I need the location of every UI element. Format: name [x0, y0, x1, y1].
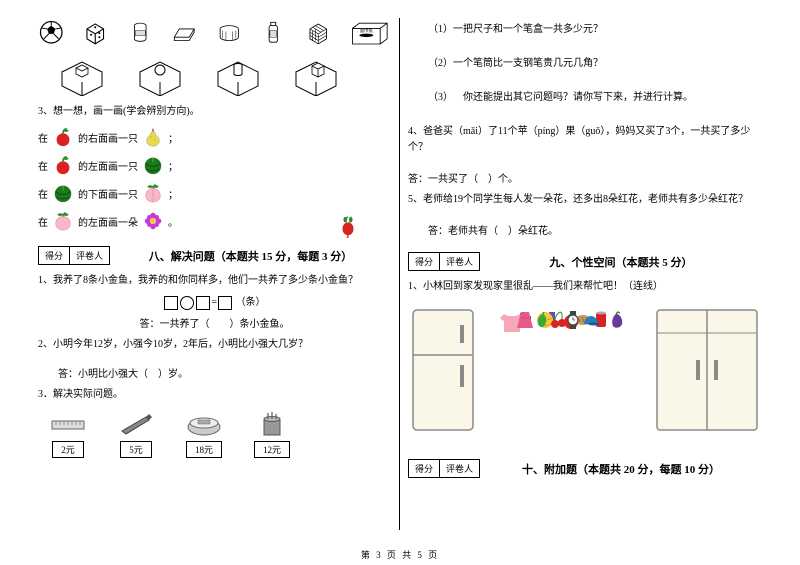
cherry-icon [548, 310, 568, 330]
sec8-equation: = （条） [38, 295, 391, 311]
sec8-q2: 2、小明今年12岁，小强今10岁，2年后，小明比小强大几岁？ [38, 337, 391, 353]
flower-icon [142, 210, 164, 232]
section-9-header: 得分 评卷人 九、个性空间（本题共 5 分） [408, 244, 762, 275]
box-cube-icon [58, 56, 106, 96]
score-label: 得分 [39, 247, 70, 264]
can-icon [127, 18, 153, 46]
page-footer: 第 3 页 共 5 页 [0, 548, 800, 561]
wardrobe-icon [652, 305, 762, 435]
watermelon-icon [52, 182, 74, 204]
rq3: （3） 你还能提出其它问题吗？请你写下来，并进行计算。 [408, 90, 762, 106]
apple-icon [52, 154, 74, 176]
radish-icon [337, 216, 359, 238]
eggplant-icon [608, 310, 628, 330]
tissue-box-icon: 面巾纸 [349, 18, 391, 46]
direction-row-2: 在 的左面画一只 ； [38, 154, 391, 176]
section-8-title: 八、解决问题（本题共 15 分，每题 3 分） [110, 248, 391, 264]
box-cuboid-icon [292, 56, 340, 96]
price-item-pen: 5元 [116, 409, 156, 458]
q3-intro: 3、想一想，画一画(学会辨别方向)。 [38, 104, 391, 120]
rq4: 4、爸爸买（mǎi）了11个苹（píng）果（guǒ），妈妈又买了3个，一共买了… [408, 124, 762, 156]
rubiks-cube-icon [305, 18, 331, 46]
rq1: （1）一把尺子和一个笔盒一共多少元？ [408, 22, 762, 38]
score-box: 得分 评卷人 [38, 246, 110, 265]
rq3-text: 你还能提出其它问题吗？请你写下来，并进行计算。 [463, 92, 693, 103]
left-column: 面巾纸 3、想一想，画一画(学会辨别方向)。 在 的右面画一只 [30, 18, 400, 530]
box-sphere-icon [136, 56, 184, 96]
price-row: 2元 5元 18元 12元 [38, 409, 391, 458]
section-9-title: 九、个性空间（本题共 5 分） [480, 254, 762, 270]
dir-tail: ； [168, 186, 178, 201]
sec8-q1: 1、我养了8条小金鱼，我养的和你同样多，他们一共养了多少条小金鱼？ [38, 273, 391, 289]
dir-prefix: 在 [38, 186, 48, 201]
direction-row-1: 在 的右面画一只 ； [38, 126, 391, 148]
grader-label: 评卷人 [70, 247, 109, 264]
pen-holder-icon [252, 409, 292, 439]
price-tag: 2元 [52, 441, 84, 458]
price-item-penholder: 12元 [252, 409, 292, 458]
score-box: 得分 评卷人 [408, 252, 480, 271]
peach-icon [52, 210, 74, 232]
drum-icon [216, 18, 242, 46]
price-tag: 12元 [254, 441, 290, 458]
grader-label: 评卷人 [440, 460, 479, 477]
cabinet-scene [408, 305, 762, 445]
dir-tail: ； [168, 158, 178, 173]
section-10-title: 十、附加题（本题共 20 分，每题 10 分） [480, 461, 762, 477]
object-row: 面巾纸 [38, 18, 391, 46]
right-column: （1）一把尺子和一个笔盒一共多少元？ （2）一个笔筒比一支钢笔贵几元几角？ （3… [400, 18, 770, 530]
dir-text: 的左面画一只 [78, 158, 138, 173]
sec8-q2-ans: 答：小明比小强大（ ）岁。 [38, 367, 391, 383]
score-box: 得分 评卷人 [408, 459, 480, 478]
soccer-ball-icon [38, 18, 64, 46]
pencil-case-icon [184, 409, 224, 439]
price-item-pencilcase: 18元 [184, 409, 224, 458]
rq5-ans: 答：老师共有（ ）朵红花。 [408, 224, 762, 240]
dir-tail: ； [168, 130, 178, 145]
score-label: 得分 [409, 460, 440, 477]
pen-icon [116, 409, 156, 439]
section-8-header: 得分 评卷人 八、解决问题（本题共 15 分，每题 3 分） [38, 238, 391, 269]
dir-text: 的左面画一朵 [78, 214, 138, 229]
fridge-icon [408, 305, 478, 435]
sec8-q3: 3．解决实际问题。 [38, 387, 391, 403]
perspective-boxes [38, 56, 391, 96]
apple-icon [52, 126, 74, 148]
dir-text: 的右面画一只 [78, 130, 138, 145]
eq-tail: （条） [236, 297, 266, 308]
dir-text: 的下面画一只 [78, 186, 138, 201]
direction-row-3: 在 的下面画一只 ； [38, 182, 391, 204]
price-tag: 18元 [186, 441, 222, 458]
section-10-header: 得分 评卷人 十、附加题（本题共 20 分，每题 10 分） [408, 451, 762, 482]
rq4-ans: 答：一共买了（ ）个。 [408, 172, 762, 188]
dir-tail: 。 [168, 214, 178, 229]
rq3-num: （3） [428, 92, 453, 103]
peach-icon [142, 182, 164, 204]
price-item-ruler: 2元 [48, 409, 88, 458]
price-tag: 5元 [120, 441, 152, 458]
dir-prefix: 在 [38, 158, 48, 173]
dir-prefix: 在 [38, 130, 48, 145]
cap-icon [581, 310, 601, 330]
scattered-items [493, 310, 643, 430]
rq5: 5、老师给19个同学生每人发一朵花，还多出8朵红花，老师共有多少朵红花？ [408, 192, 762, 208]
skirt-icon [513, 310, 537, 330]
dir-prefix: 在 [38, 214, 48, 229]
rq2: （2）一个笔筒比一支钢笔贵几元几角？ [408, 56, 762, 72]
box-cylinder-icon [214, 56, 262, 96]
sec8-q1-ans: 答：一共养了（ ）条小金鱼。 [38, 317, 391, 333]
svg-text:面巾纸: 面巾纸 [360, 27, 374, 34]
watermelon-icon [142, 154, 164, 176]
dice-icon [82, 18, 108, 46]
eraser-icon [171, 18, 197, 46]
pear-icon [142, 126, 164, 148]
grader-label: 评卷人 [440, 253, 479, 270]
sec9-q1: 1、小林回到家发现家里很乱——我们来帮忙吧！（连线） [408, 279, 762, 295]
score-label: 得分 [409, 253, 440, 270]
bottle-icon [260, 18, 286, 46]
ruler-icon [48, 409, 88, 439]
